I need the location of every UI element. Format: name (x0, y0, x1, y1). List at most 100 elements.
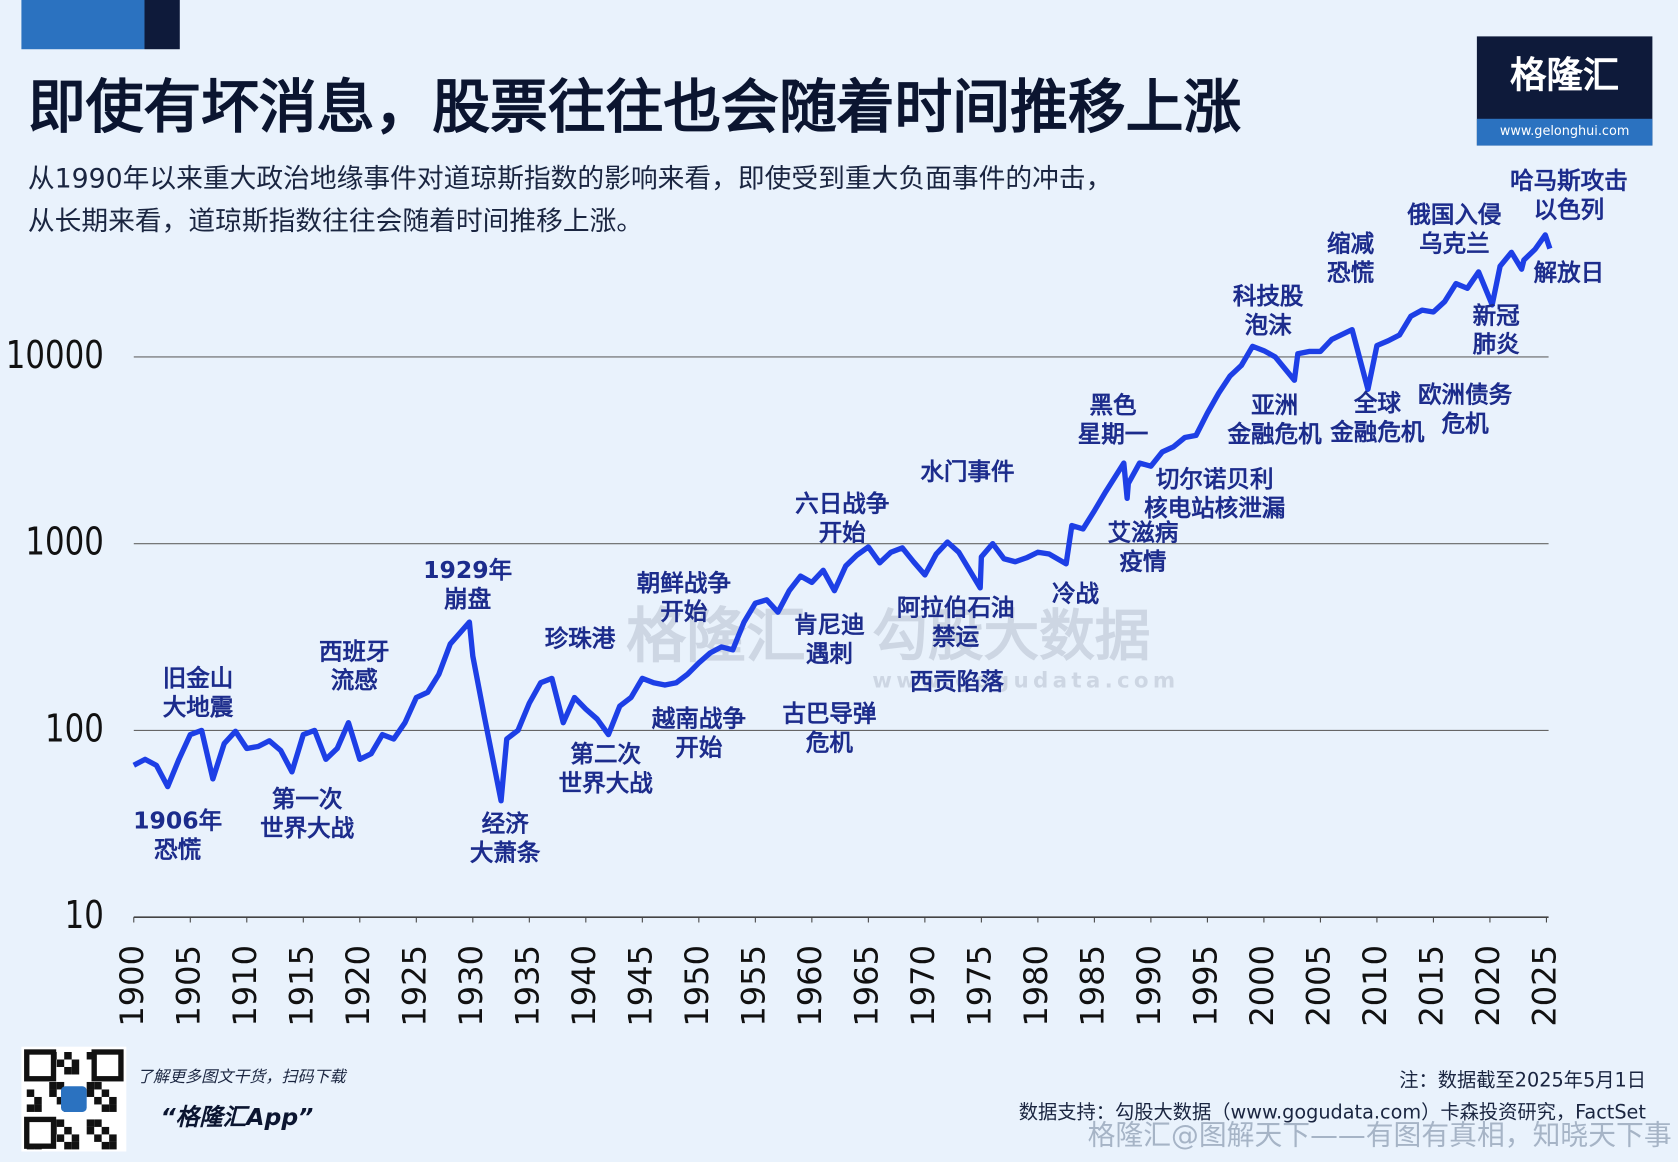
logo-strip (1476, 118, 1653, 146)
qr-dot (86, 1052, 95, 1060)
x-tick-label: 1960 (791, 945, 829, 1027)
qr-code (21, 1046, 127, 1152)
annotation: 黑色 (1089, 391, 1137, 419)
x-tick-label: 1910 (226, 945, 264, 1027)
annotation: 西班牙 (319, 637, 390, 665)
annotation: 旧金山 (163, 664, 234, 692)
qr-dot (56, 1096, 65, 1105)
annotation: 1929年 (423, 556, 512, 584)
x-tick-label: 1925 (395, 945, 433, 1027)
qr-dot (101, 1126, 110, 1135)
note: 注：数据截至2025年5月1日 (1399, 1068, 1646, 1091)
x-tick-label: 1965 (847, 945, 885, 1027)
qr-dot (94, 1134, 102, 1142)
annotation: 疫情 (1119, 547, 1166, 575)
qr-dot (101, 1104, 110, 1112)
qr-dot (34, 1104, 42, 1112)
annotation: 欧洲债务 (1418, 380, 1513, 408)
annotation: 古巴导弹 (782, 699, 877, 727)
annotation: 冷战 (1052, 580, 1100, 608)
annotation: 珍珠港 (545, 624, 616, 652)
annotation: 西贡陷落 (910, 667, 1005, 695)
annotation: 第一次 (272, 785, 343, 813)
qr-dot (49, 1089, 57, 1097)
annotation: 泡沫 (1245, 311, 1293, 339)
annotation: 崩盘 (444, 585, 491, 613)
qr-text: 了解更多图文干货，扫码下载 (137, 1067, 348, 1086)
qr-finder (24, 1049, 57, 1082)
watermark-text: 勾股大数据 (872, 604, 1150, 669)
deco-bar (144, 0, 180, 50)
annotation: 星期一 (1078, 420, 1149, 448)
annotation: 亚洲 (1251, 391, 1298, 419)
annotation: 遇刺 (806, 639, 853, 667)
logo: 格隆汇 (1510, 54, 1619, 97)
qr-dot (101, 1141, 110, 1150)
annotation: 艾滋病 (1108, 519, 1179, 547)
x-tick-label: 2000 (1243, 945, 1281, 1027)
annotation: 解放日 (1534, 258, 1605, 286)
annotation: 水门事件 (920, 458, 1014, 486)
qr-dot (56, 1059, 65, 1067)
watermark-text: www.gogudata.com (872, 669, 1179, 694)
qr-dot (86, 1119, 95, 1127)
credit: 格隆汇@图解天下——有图有真相，知晓天下事 (1088, 1119, 1672, 1152)
qr-dot (64, 1126, 72, 1135)
annotation: 1906年 (133, 806, 222, 834)
logo-url: www.gelonghui.com (1500, 124, 1629, 139)
annotation: 开始 (819, 519, 867, 547)
annotation: 恐慌 (154, 835, 201, 863)
annotation: 经济 (482, 810, 530, 838)
qr-logo (61, 1086, 87, 1112)
qr-dot (71, 1141, 80, 1150)
annotation: 恐慌 (1327, 258, 1374, 286)
annotation: 朝鲜战争 (637, 569, 732, 597)
x-tick-label: 1940 (565, 945, 603, 1027)
x-tick-label: 1970 (904, 945, 942, 1027)
qr-dot (64, 1052, 72, 1060)
x-tick-label: 1985 (1073, 945, 1111, 1027)
annotation: 全球 (1353, 389, 1402, 417)
qr-dot (86, 1081, 95, 1090)
annotation: 乌克兰 (1419, 230, 1490, 258)
qr-dot (109, 1096, 117, 1105)
x-tick-label: 1930 (452, 945, 490, 1027)
x-tick-label: 1905 (169, 945, 207, 1027)
x-tick-label: 1980 (1017, 945, 1055, 1027)
qr-dot (34, 1096, 42, 1105)
source: 数据支持：勾股大数据（www.gogudata.com）卡森投资研究，FactS… (1019, 1101, 1647, 1124)
qr-dot (26, 1104, 35, 1112)
x-tick-label: 1935 (508, 945, 546, 1027)
qr-finder (91, 1049, 124, 1082)
x-tick-label: 1995 (1186, 945, 1224, 1027)
annotation: 以色列 (1534, 195, 1605, 223)
y-tick-label: 10 (65, 894, 104, 938)
watermark: 格隆汇 勾股大数据 www.gogudata.com (626, 602, 1179, 694)
annotation: 科技股 (1233, 282, 1304, 310)
annotation: 危机 (1442, 409, 1490, 437)
y-tick-label: 1000 (25, 520, 103, 564)
y-tick-label: 10000 (6, 334, 104, 378)
annotation: 六日战争 (795, 490, 890, 518)
title: 即使有坏消息，股票往往也会随着时间推移上涨 (28, 73, 1242, 141)
qr-dot (56, 1081, 65, 1090)
annotation: 开始 (660, 598, 708, 626)
qr-dot (109, 1104, 117, 1112)
qr-dot (71, 1059, 80, 1067)
qr-dot (49, 1081, 57, 1090)
annotation: 金融危机 (1227, 420, 1323, 448)
annotation: 大萧条 (470, 839, 541, 867)
annotation: 俄国入侵 (1406, 201, 1501, 229)
qr-dot (94, 1081, 102, 1090)
x-tick-label: 2020 (1469, 945, 1507, 1027)
qr-dot (94, 1119, 102, 1127)
annotation: 缩减 (1327, 230, 1375, 258)
x-tick-label: 1975 (960, 945, 998, 1027)
subtitle: 从1990年以来重大政治地缘事件对道琼斯指数的影响来看，即使受到重大负面事件的冲… (28, 163, 1113, 194)
annotation: 阿拉伯石油 (897, 593, 1015, 621)
subtitle: 从长期来看，道琼斯指数往往会随着时间推移上涨。 (28, 206, 643, 237)
qr-dot (64, 1066, 72, 1075)
qr-dot (86, 1089, 95, 1097)
qr-dot (26, 1089, 35, 1097)
